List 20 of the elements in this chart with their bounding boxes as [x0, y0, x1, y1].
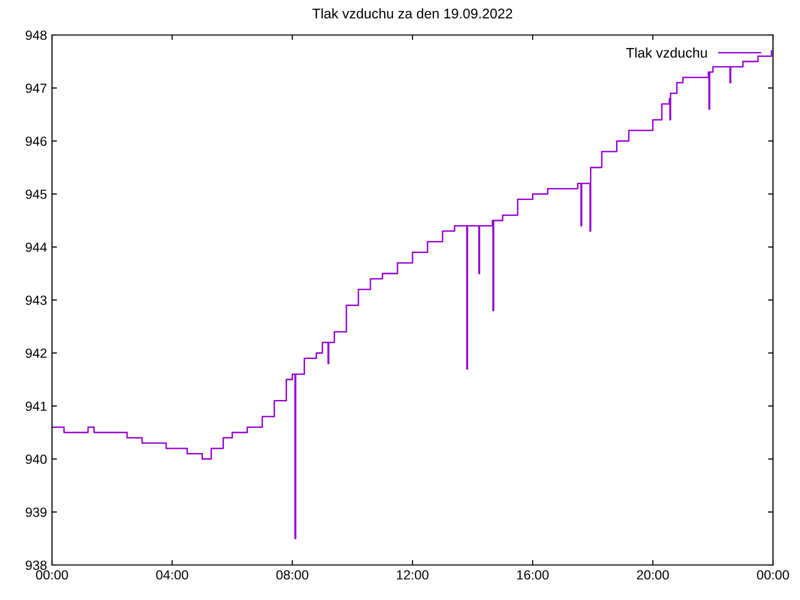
y-tick-label: 938: [26, 560, 47, 570]
x-tick-label: 08:00: [276, 570, 308, 580]
x-tick-label: 00:00: [36, 570, 68, 580]
y-tick-label: 948: [26, 30, 47, 40]
y-tick-label: 947: [26, 84, 46, 93]
x-tick-label: 04:00: [156, 570, 188, 580]
x-tick-label: 12:00: [397, 570, 428, 580]
y-tick-label: 942: [26, 348, 46, 358]
y-tick-label: 940: [26, 454, 47, 464]
x-tick-label: 20:00: [636, 570, 669, 580]
chart-title: Tlak vzduchu za den 19.09.2022: [312, 8, 512, 18]
y-tick-label: 939: [26, 508, 47, 517]
y-tick-label: 941: [26, 402, 46, 411]
y-tick-label: 945: [26, 190, 47, 199]
y-tick-label: 944: [26, 242, 47, 252]
x-tick-label: 16:00: [517, 570, 549, 580]
legend-label: Tlak vzduchu: [626, 48, 707, 58]
y-tick-label: 946: [26, 136, 47, 146]
x-tick-label: 00:00: [757, 570, 789, 580]
y-tick-label: 943: [26, 296, 47, 305]
